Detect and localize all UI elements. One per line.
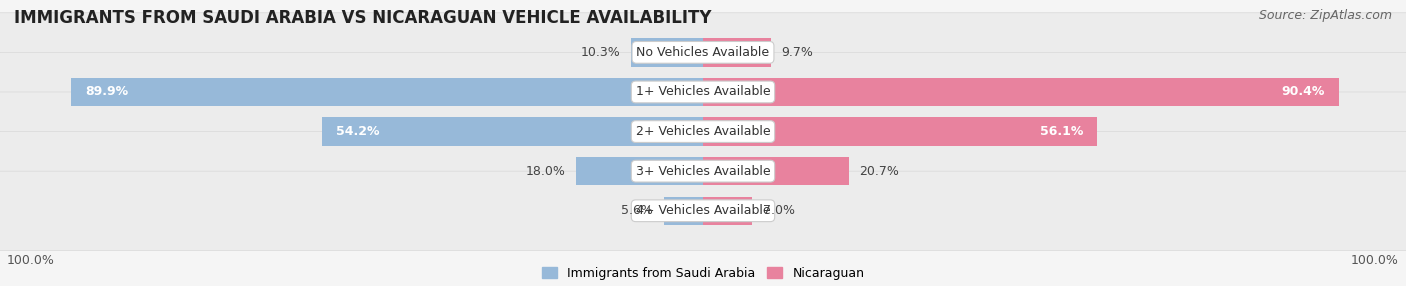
Text: 3+ Vehicles Available: 3+ Vehicles Available (636, 165, 770, 178)
Text: 54.2%: 54.2% (336, 125, 380, 138)
Text: 90.4%: 90.4% (1281, 86, 1324, 98)
Bar (322, 117, 703, 146)
Bar (630, 38, 703, 67)
Text: 100.0%: 100.0% (1351, 254, 1399, 267)
Text: 10.3%: 10.3% (581, 46, 620, 59)
Text: 89.9%: 89.9% (84, 86, 128, 98)
FancyBboxPatch shape (0, 13, 1406, 92)
Text: 100.0%: 100.0% (7, 254, 55, 267)
FancyBboxPatch shape (0, 171, 1406, 250)
Bar (703, 196, 752, 225)
Text: Source: ZipAtlas.com: Source: ZipAtlas.com (1258, 9, 1392, 21)
Bar (703, 38, 772, 67)
Text: 7.0%: 7.0% (762, 204, 794, 217)
FancyBboxPatch shape (0, 92, 1406, 171)
Bar (576, 157, 703, 185)
Bar (664, 196, 703, 225)
Text: IMMIGRANTS FROM SAUDI ARABIA VS NICARAGUAN VEHICLE AVAILABILITY: IMMIGRANTS FROM SAUDI ARABIA VS NICARAGU… (14, 9, 711, 27)
Legend: Immigrants from Saudi Arabia, Nicaraguan: Immigrants from Saudi Arabia, Nicaraguan (541, 267, 865, 280)
Text: 9.7%: 9.7% (782, 46, 814, 59)
Bar (703, 157, 849, 185)
FancyBboxPatch shape (0, 132, 1406, 211)
Bar (703, 117, 1098, 146)
FancyBboxPatch shape (0, 52, 1406, 132)
Bar (70, 78, 703, 106)
Text: 1+ Vehicles Available: 1+ Vehicles Available (636, 86, 770, 98)
Text: 5.6%: 5.6% (621, 204, 652, 217)
Text: 2+ Vehicles Available: 2+ Vehicles Available (636, 125, 770, 138)
Text: 20.7%: 20.7% (859, 165, 898, 178)
Bar (703, 78, 1339, 106)
Text: No Vehicles Available: No Vehicles Available (637, 46, 769, 59)
Text: 56.1%: 56.1% (1040, 125, 1084, 138)
Text: 4+ Vehicles Available: 4+ Vehicles Available (636, 204, 770, 217)
Text: 18.0%: 18.0% (526, 165, 565, 178)
